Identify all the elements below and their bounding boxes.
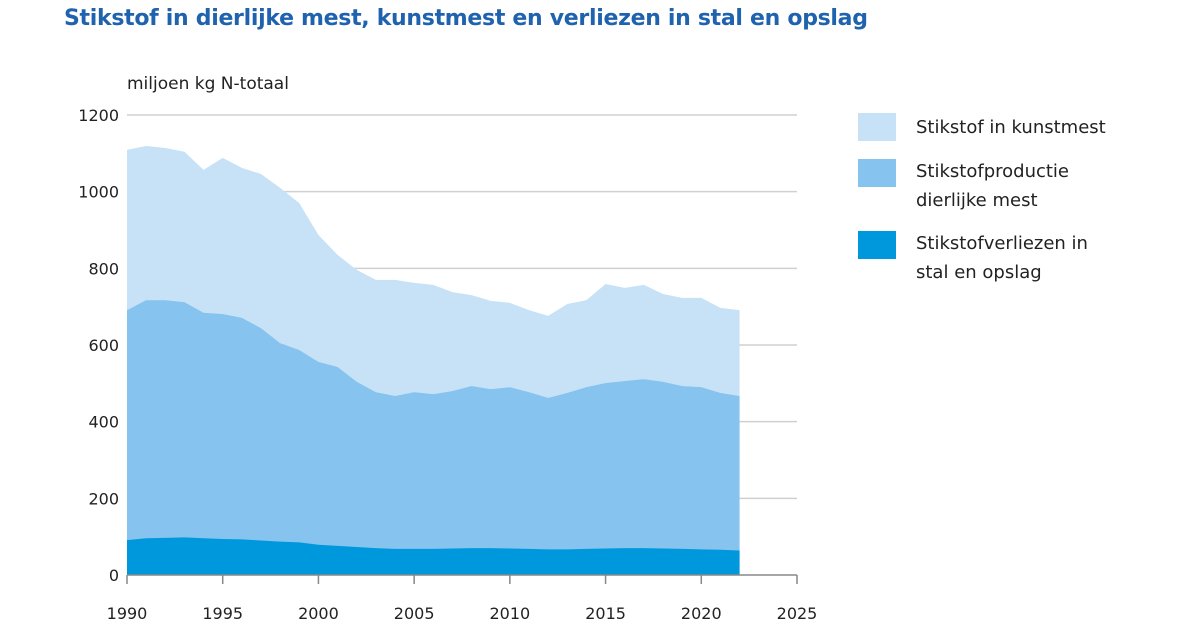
chart-title: Stikstof in dierlijke mest, kunstmest en… [64,6,868,31]
y-tick-label: 600 [88,336,119,355]
series-area-verliezen [127,537,740,575]
x-tick-label: 1990 [107,604,148,623]
x-tick-label: 2005 [394,604,435,623]
x-tick-label: 1995 [202,604,243,623]
legend-item-kunstmest: Stikstof in kunstmest [858,113,1136,142]
y-tick-label: 0 [109,566,119,585]
legend-label: Stikstof in kunstmest [916,117,1106,138]
legend-item-verliezen: Stikstofverliezen in stal en opslag [858,229,1136,287]
series-area-kunstmest [127,146,740,398]
legend-item-dierlijke-mest: Stikstofproductie dierlijke mest [858,157,1136,215]
legend-swatch [858,231,896,259]
legend-swatch [858,159,896,187]
x-tick-label: 2015 [585,604,626,623]
legend-label: Stikstofproductie [916,161,1069,182]
y-tick-label: 1000 [78,183,119,202]
legend-label: dierlijke mest [916,190,1038,211]
y-tick-label: 1200 [78,106,119,125]
x-tick-label: 2000 [298,604,339,623]
legend-swatch [858,113,896,141]
x-tick-label: 2025 [777,604,818,623]
y-tick-label: 200 [88,489,119,508]
legend-label: Stikstofverliezen in [916,233,1088,254]
y-tick-label: 800 [88,259,119,278]
y-axis-label: miljoen kg N-totaal [127,74,289,94]
y-tick-label: 400 [88,413,119,432]
series-area-dierlijke-mest [127,300,740,575]
x-tick-label: 2010 [489,604,530,623]
x-tick-label: 2020 [681,604,722,623]
legend-label: stal en opslag [916,262,1042,283]
